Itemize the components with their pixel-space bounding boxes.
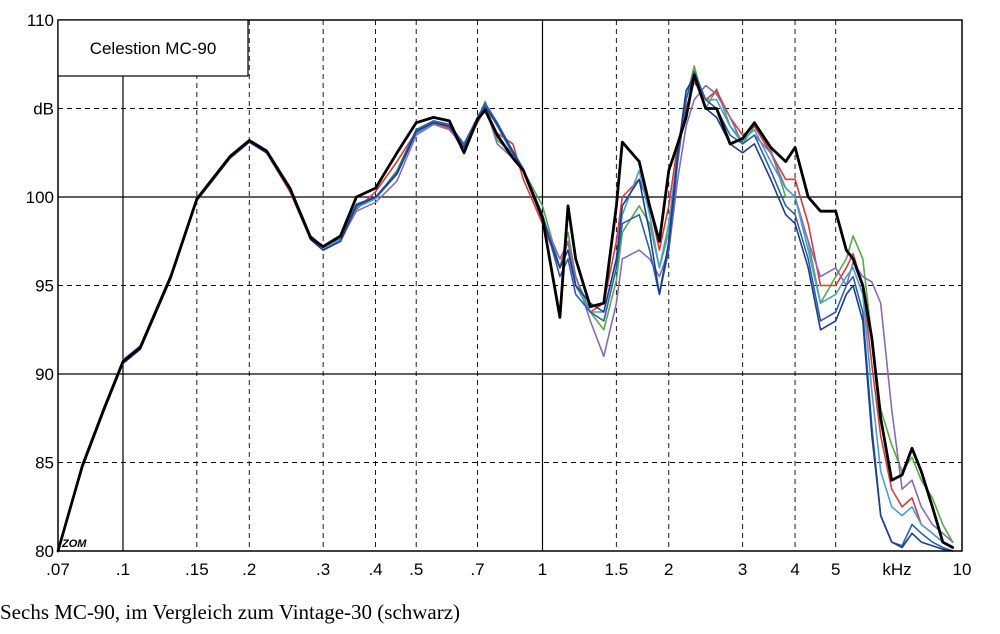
- x-tick-label: .07: [46, 560, 70, 579]
- x-tick-label: .5: [409, 560, 423, 579]
- y-tick-label: 85: [35, 454, 54, 473]
- figure-caption: Sechs MC-90, im Vergleich zum Vintage-30…: [0, 600, 461, 624]
- y-tick-label: 95: [35, 277, 54, 296]
- x-tick-label: 4: [790, 560, 799, 579]
- corner-mark: ZOM: [61, 538, 87, 550]
- y-axis-label: dB: [33, 100, 54, 119]
- x-tick-label: .3: [316, 560, 330, 579]
- x-tick-labels: .07 .1 .15 .2 .3 .4 .5 .7 1 1.5 2 3 4 5 10: [46, 560, 971, 579]
- x-tick-label: 1.5: [605, 560, 629, 579]
- x-tick-label: 2: [664, 560, 673, 579]
- x-axis-label: kHz: [882, 560, 911, 579]
- x-tick-label: 1: [538, 560, 547, 579]
- chart-title: Celestion MC-90: [90, 39, 217, 58]
- legend-box: Celestion MC-90: [57, 19, 249, 77]
- series-lines: [56, 65, 955, 553]
- series-line-4: [57, 70, 954, 552]
- x-tick-label: .1: [116, 560, 130, 579]
- y-tick-label: 80: [35, 542, 54, 561]
- x-tick-label: 5: [831, 560, 840, 579]
- y-tick-label: 110: [27, 11, 54, 30]
- y-tick-labels: 80 85 90 95 100 110: [26, 11, 54, 561]
- series-line-6: [56, 73, 955, 553]
- grid: [58, 20, 962, 551]
- x-tick-label: 3: [738, 560, 747, 579]
- plot-frame: [57, 19, 963, 552]
- x-tick-label: .2: [242, 560, 256, 579]
- x-tick-label: 10: [953, 560, 972, 579]
- y-tick-label: 100: [26, 188, 54, 207]
- x-tick-label: .4: [368, 560, 382, 579]
- x-tick-label: .7: [470, 560, 484, 579]
- y-tick-label: 90: [35, 365, 54, 384]
- x-tick-label: .15: [185, 560, 209, 579]
